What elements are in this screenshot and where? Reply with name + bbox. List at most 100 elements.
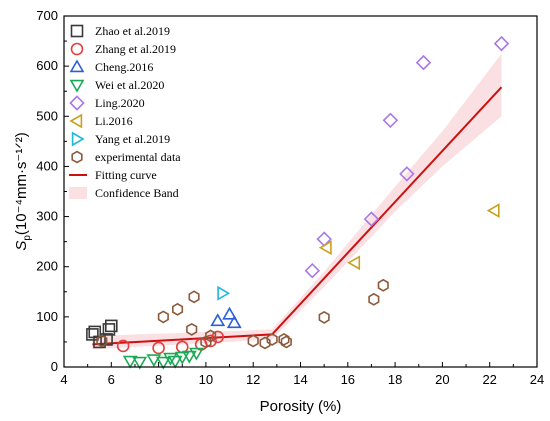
data-point (266, 332, 278, 346)
data-points-layer (86, 35, 510, 370)
legend-marker (70, 24, 84, 38)
data-point (204, 334, 217, 348)
x-tick-label: 8 (155, 372, 162, 387)
data-point (222, 306, 237, 320)
legend-label: Cheng.2016 (95, 60, 153, 74)
data-point (132, 356, 148, 370)
data-point (146, 354, 162, 368)
legend-marker (71, 131, 85, 147)
data-point (217, 285, 231, 301)
data-point (174, 351, 190, 365)
legend-label: Confidence Band (95, 186, 179, 200)
legend-band-swatch (69, 187, 87, 199)
data-point (163, 352, 178, 366)
series-3 (122, 347, 204, 370)
data-point (188, 290, 200, 304)
data-point (486, 203, 500, 218)
legend-marker (69, 59, 85, 73)
data-point (102, 323, 116, 336)
y-tick-label: 200 (36, 259, 58, 274)
legend-label: Wei et al.2020 (95, 78, 164, 92)
series-2 (210, 306, 242, 329)
data-point (189, 347, 204, 361)
data-point (116, 339, 130, 353)
data-point (155, 356, 171, 370)
y-tick-label: 400 (36, 158, 58, 173)
data-point (304, 262, 321, 279)
x-tick-label: 16 (341, 372, 355, 387)
y-axis-subscript: p (22, 235, 33, 241)
legend-label: Zhang et al.2019 (95, 42, 176, 56)
legend: Zhao et al.2019 Zhang et al.2019 Cheng.201… (69, 24, 181, 200)
x-tick-label: 4 (60, 372, 67, 387)
confidence-band (92, 53, 502, 350)
data-point (186, 322, 198, 336)
series-6 (217, 285, 231, 301)
data-point (415, 54, 432, 71)
legend-marker (69, 95, 85, 111)
data-point (167, 355, 183, 369)
legend-label: Yang et al.2019 (95, 132, 170, 146)
data-point (105, 319, 118, 333)
data-point (96, 334, 108, 348)
data-point (100, 333, 113, 346)
data-point (210, 313, 226, 327)
legend-label: Ling.2020 (95, 96, 145, 110)
x-tick-label: 12 (246, 372, 260, 387)
data-point (399, 166, 415, 182)
data-point (86, 328, 99, 341)
confidence-band-layer (92, 53, 502, 350)
y-tick-label: 500 (36, 108, 58, 123)
x-tick-label: 24 (530, 372, 544, 387)
axes: 4 6 8 10 12 14 16 18 20 22 24 0 100 200 300 400 500 600 70… (13, 8, 544, 415)
data-point (493, 35, 510, 52)
y-axis-symbol: S (13, 241, 30, 251)
legend-marker (70, 42, 84, 56)
legend-label: experimental data (95, 150, 181, 164)
x-tick-label: 10 (199, 372, 213, 387)
y-tick-label: 0 (51, 359, 58, 374)
data-point (172, 302, 184, 316)
legend-marker (71, 150, 83, 164)
y-tick-label: 300 (36, 209, 58, 224)
y-tick-label: 700 (36, 8, 58, 23)
data-point (363, 211, 380, 227)
data-point (318, 310, 330, 324)
series-0 (86, 319, 118, 349)
x-tick-label: 6 (108, 372, 115, 387)
x-axis-title: Porosity (%) (260, 398, 342, 415)
legend-marker (69, 113, 83, 129)
y-tick-label: 600 (36, 58, 58, 73)
x-tick-label: 20 (435, 372, 449, 387)
legend-label: Fitting curve (95, 168, 157, 182)
data-point (382, 112, 399, 129)
series-5 (318, 203, 500, 271)
y-tick-label: 100 (36, 309, 58, 324)
series-7 (96, 278, 389, 350)
y-axis-title: Sp(10⁻⁴mm·s⁻¹ᐟ²) (13, 132, 33, 250)
data-point (280, 335, 292, 349)
legend-label: Zhao et al.2019 (95, 24, 170, 38)
series-4 (304, 35, 510, 279)
data-point (368, 292, 380, 306)
x-tick-label: 18 (388, 372, 402, 387)
data-point (377, 278, 389, 292)
legend-marker (69, 79, 85, 93)
data-point (122, 355, 138, 369)
data-point (259, 336, 271, 350)
data-point (211, 330, 225, 344)
data-point (318, 240, 332, 256)
x-tick-label: 22 (482, 372, 496, 387)
data-point (152, 341, 165, 355)
data-point (200, 335, 212, 349)
data-point (278, 332, 290, 346)
data-point (226, 315, 242, 329)
data-point (205, 329, 217, 343)
x-tick-label: 14 (293, 372, 307, 387)
data-point (157, 310, 169, 324)
data-point (247, 334, 259, 348)
data-point (347, 255, 361, 271)
y-axis-unit: (10⁻⁴mm·s⁻¹ᐟ²) (13, 132, 30, 235)
legend-label: Li.2016 (95, 114, 133, 128)
